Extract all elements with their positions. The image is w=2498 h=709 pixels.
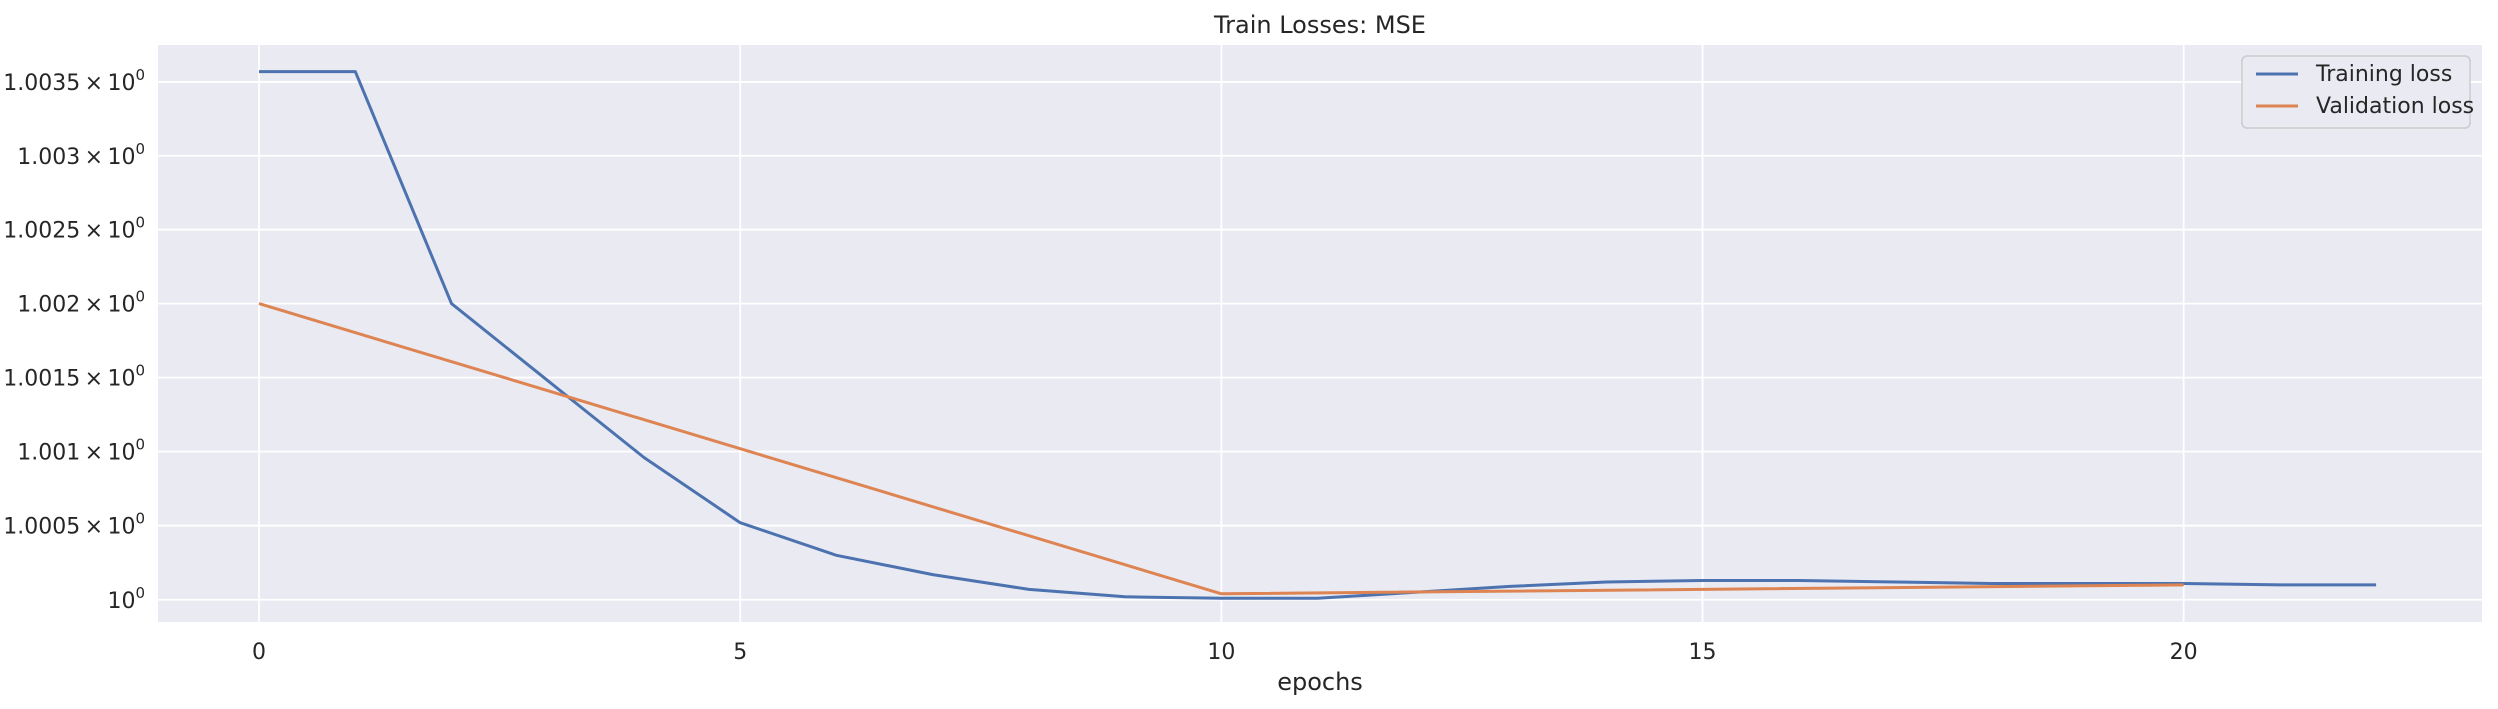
y-tick-label: 100 — [107, 584, 145, 614]
y-tick-labels: 1.0035 × 100 1.003 × 100 1.0025 × 100 1.002… — [3, 66, 145, 614]
y-tick-label: 1.002 × 100 — [17, 288, 145, 318]
y-tick-label: 1.0015 × 100 — [3, 362, 145, 392]
x-tick-label: 5 — [733, 640, 747, 665]
grid-lines — [158, 45, 2482, 622]
chart-title: Train Losses: MSE — [1213, 11, 1426, 39]
legend-label-training: Training loss — [2315, 62, 2452, 87]
x-tick-label: 10 — [1207, 640, 1235, 665]
x-tick-label: 20 — [2170, 640, 2198, 665]
x-tick-labels: 0 5 10 15 20 — [252, 640, 2198, 665]
x-axis-label: epochs — [1277, 668, 1363, 696]
legend-label-validation: Validation loss — [2316, 94, 2474, 119]
x-tick-label: 15 — [1689, 640, 1717, 665]
y-tick-label: 1.0025 × 100 — [3, 214, 145, 244]
y-tick-label: 1.0005 × 100 — [3, 510, 145, 540]
y-tick-label: 1.003 × 100 — [17, 140, 145, 170]
plot-area — [158, 45, 2482, 622]
y-tick-label: 1.0035 × 100 — [3, 66, 145, 96]
legend: Training loss Validation loss — [2241, 55, 2474, 129]
series-lines — [258, 70, 2377, 600]
legend-box — [2241, 55, 2471, 129]
x-tick-label: 0 — [252, 640, 266, 665]
y-tick-label: 1.001 × 100 — [17, 436, 145, 466]
series-line — [259, 70, 2377, 600]
series-line — [258, 302, 2184, 596]
